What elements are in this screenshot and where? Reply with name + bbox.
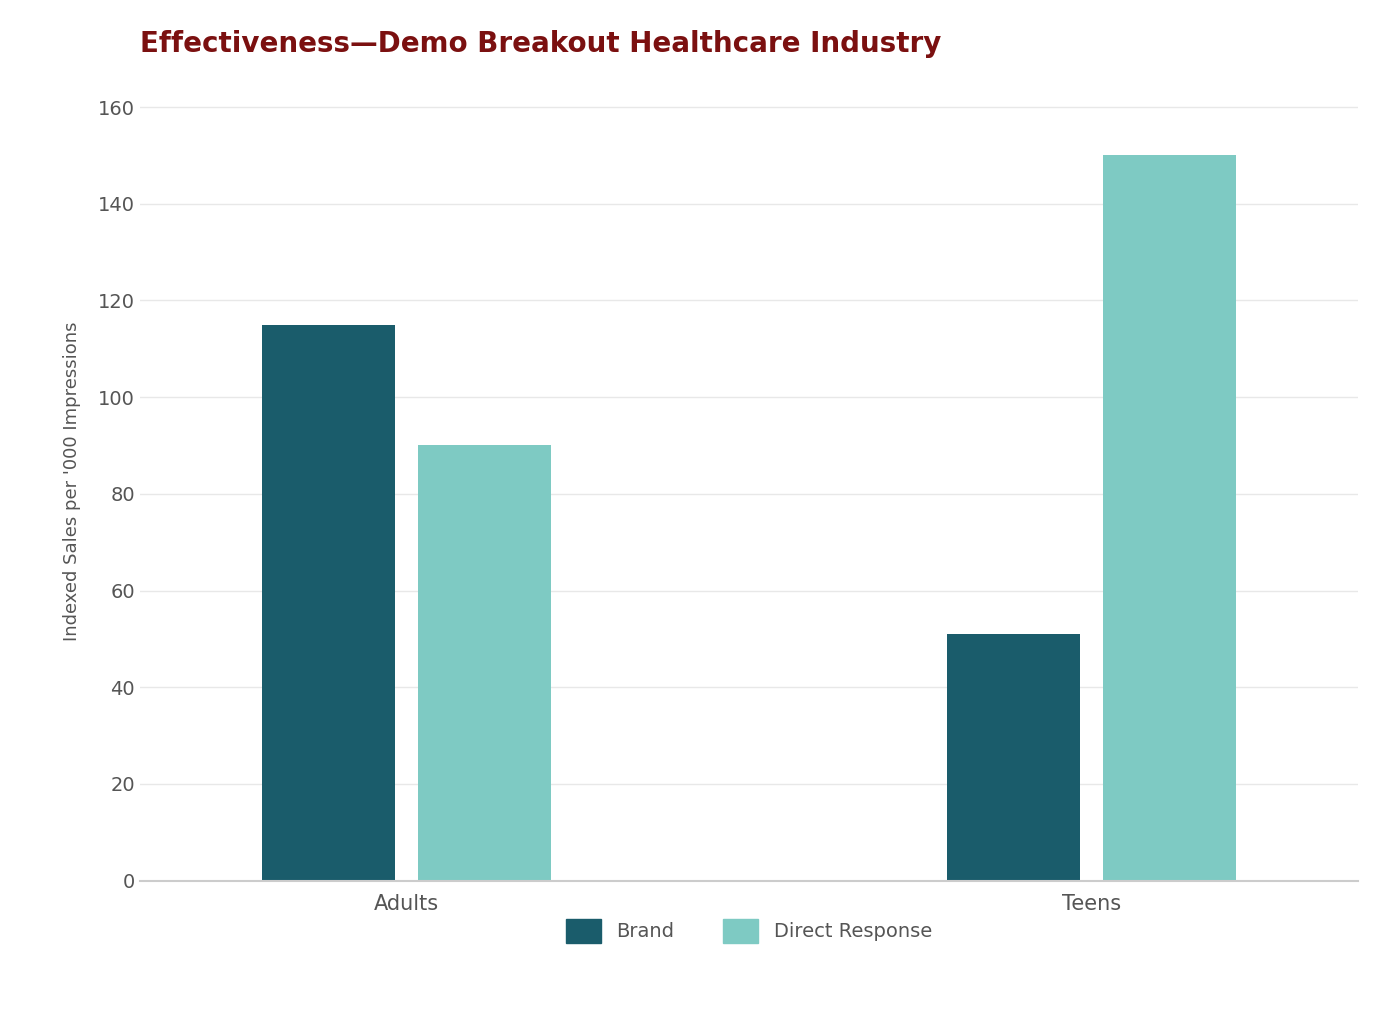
Y-axis label: Indexed Sales per '000 Impressions: Indexed Sales per '000 Impressions — [63, 322, 81, 641]
Bar — [1103, 155, 1236, 881]
Bar — [417, 445, 552, 881]
Text: Effectiveness—Demo Breakout Healthcare Industry: Effectiveness—Demo Breakout Healthcare I… — [140, 30, 941, 58]
Bar — [262, 324, 395, 881]
Legend: Brand, Direct Response: Brand, Direct Response — [559, 912, 939, 951]
Bar — [946, 634, 1081, 881]
